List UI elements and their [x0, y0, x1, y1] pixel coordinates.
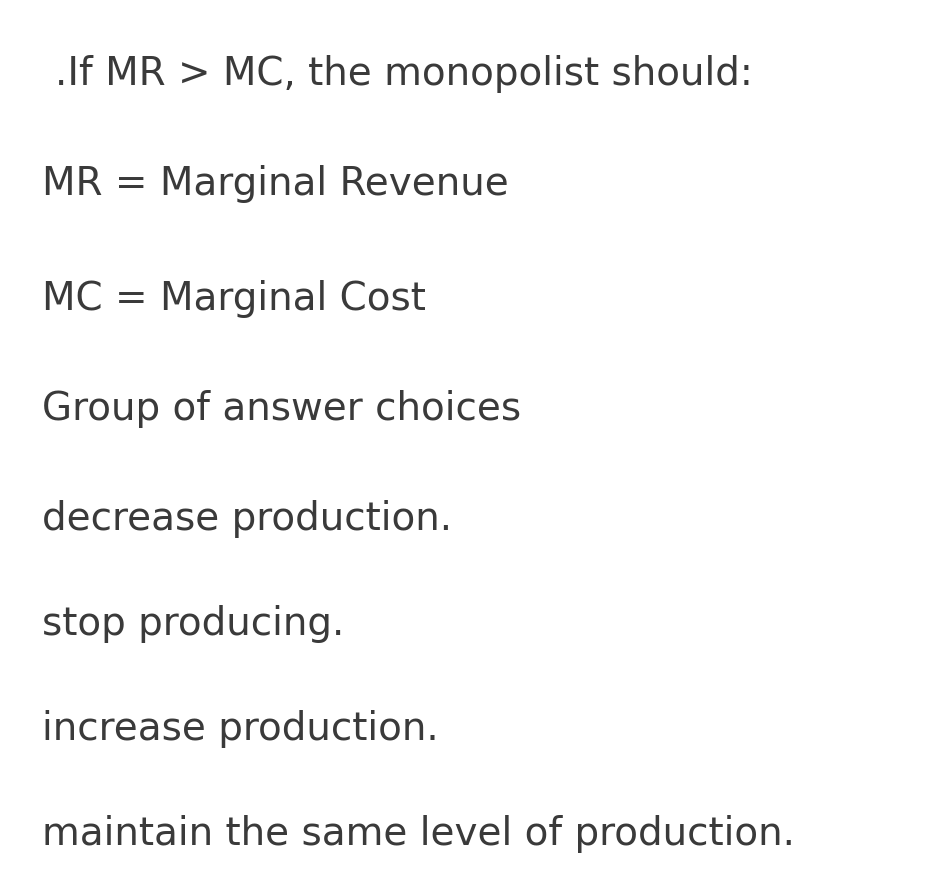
- Text: maintain the same level of production.: maintain the same level of production.: [42, 815, 795, 853]
- Text: MR = Marginal Revenue: MR = Marginal Revenue: [42, 165, 509, 203]
- Text: stop producing.: stop producing.: [42, 605, 344, 643]
- Text: increase production.: increase production.: [42, 710, 438, 748]
- Text: MC = Marginal Cost: MC = Marginal Cost: [42, 280, 426, 318]
- Text: decrease production.: decrease production.: [42, 500, 452, 538]
- Text: .If MR > MC, the monopolist should:: .If MR > MC, the monopolist should:: [55, 55, 753, 93]
- Text: Group of answer choices: Group of answer choices: [42, 390, 521, 428]
